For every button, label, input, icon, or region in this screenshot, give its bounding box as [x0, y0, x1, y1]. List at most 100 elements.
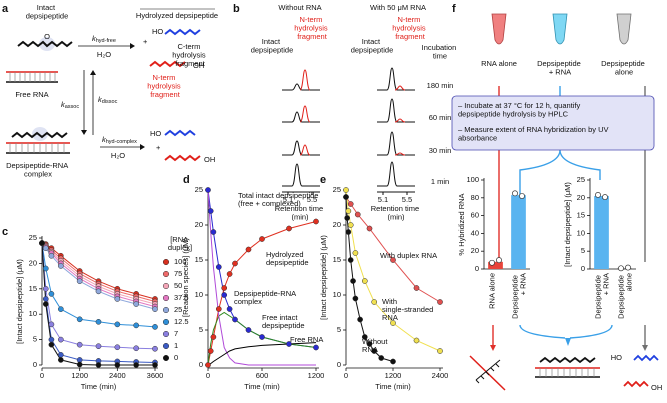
data-point — [152, 306, 158, 312]
text-line: fragment — [395, 32, 426, 41]
data-point — [345, 229, 352, 235]
data-point — [95, 318, 102, 325]
k-subscript: assoc — [65, 104, 80, 110]
series-label: Free intact depsipeptide — [262, 313, 305, 330]
y-tick-label: 5 — [581, 246, 585, 255]
text-line: + RNA — [601, 273, 610, 295]
y-tick-label: 0 — [337, 360, 341, 369]
text-line: fragment — [297, 32, 328, 41]
n-term-fragment — [164, 154, 201, 162]
label: Free RNA — [15, 90, 48, 99]
legend-marker — [162, 258, 170, 266]
legend-label: 75 — [174, 269, 182, 278]
bar — [617, 267, 632, 269]
legend-label: 100 — [174, 257, 187, 266]
text-line: depsipeptide hydrolysis by HPLC — [458, 109, 569, 118]
k-symbol: k — [98, 95, 103, 104]
data-point — [347, 222, 354, 228]
data-point — [286, 225, 292, 232]
k-subscript: hyd-free — [96, 38, 116, 44]
y-tick-label: 20 — [577, 193, 585, 202]
replicate-point — [489, 259, 495, 266]
bar — [488, 261, 503, 269]
arrowhead — [140, 144, 145, 150]
y-tick-label: 10 — [29, 309, 37, 318]
atom-label: OH — [193, 61, 204, 70]
text-line: Free intact — [262, 313, 300, 322]
tube-label: Depsipeptide alone — [601, 59, 647, 77]
rate-constant: kdissoc — [98, 95, 118, 105]
k-subscript: dissoc — [102, 99, 118, 105]
label: Intact depsipeptide — [26, 3, 69, 21]
annotation: N-term hydrolysis fragment — [392, 15, 427, 41]
data-point — [48, 291, 55, 297]
data-point — [76, 316, 83, 323]
series-line — [207, 189, 316, 366]
y-tick-label: 25 — [29, 233, 37, 242]
text-line: RNA — [362, 345, 378, 354]
y-axis-label: [Reaction species] (μM) — [181, 238, 190, 317]
axis — [207, 188, 319, 369]
water: H₂O — [111, 151, 125, 160]
x-tick-label: 1200 — [71, 371, 88, 380]
text-line: Retention time — [275, 204, 325, 213]
axis — [41, 236, 158, 369]
data-point — [210, 229, 217, 235]
data-point — [413, 285, 420, 291]
arrowhead — [81, 130, 87, 135]
bar — [511, 195, 526, 269]
text-line: (min) — [387, 212, 405, 221]
c-term-fragment — [164, 28, 201, 36]
data-point — [390, 320, 396, 326]
data-point — [207, 208, 214, 214]
data-point — [210, 334, 217, 340]
legend-marker — [162, 270, 170, 278]
label: C-term hydrolysis fragment — [172, 42, 207, 68]
data-point — [57, 306, 64, 312]
data-point — [347, 201, 354, 207]
y-tick-label: 0 — [581, 264, 585, 273]
label: N-term hydrolysis fragment — [147, 73, 182, 99]
k-symbol: k — [102, 135, 107, 144]
scheme-a — [6, 8, 215, 162]
y-tick-label: 20 — [471, 246, 479, 255]
atom-label: HO — [150, 129, 161, 138]
data-point — [361, 278, 368, 284]
legend-marker — [162, 330, 170, 338]
workflow-f — [451, 13, 659, 391]
data-point — [371, 299, 378, 305]
y-tick-label: 80 — [471, 193, 479, 202]
k-subscript: hyd-complex — [106, 139, 137, 145]
text-line: + RNA — [518, 273, 527, 295]
panel-label: c — [2, 226, 8, 238]
text-line: hydrolysis — [172, 50, 207, 59]
data-point — [390, 257, 396, 263]
atom-label: O — [44, 32, 50, 41]
text-line: Total intact depsipeptide — [238, 191, 321, 200]
data-point — [361, 334, 368, 340]
time-label: 1 min — [431, 177, 449, 186]
chromatograms — [282, 67, 415, 195]
protocol-step: – Measure extent of RNA hybridization by… — [458, 125, 611, 143]
y-tick-label: 5 — [33, 335, 37, 344]
data-point — [95, 343, 102, 350]
y-tick-label: 0 — [475, 264, 479, 273]
x-tick-label: 2400 — [109, 371, 126, 380]
legend-label: 12.5 — [174, 317, 189, 326]
panel-label: f — [452, 3, 456, 15]
series-label: Without RNA — [362, 337, 390, 354]
data-point — [57, 336, 64, 343]
data-point — [437, 348, 443, 354]
y-tick-label: 25 — [195, 185, 203, 194]
text-line: Depsipeptide — [510, 273, 519, 319]
text-line: Hydrolyzed — [266, 250, 306, 259]
replicate-point — [625, 264, 631, 271]
y-tick-label: 100 — [466, 175, 479, 184]
data-point — [215, 306, 222, 312]
replicate-point — [602, 194, 608, 201]
data-point — [347, 257, 354, 263]
y-tick-label: 10 — [577, 228, 585, 237]
data-point — [313, 344, 319, 351]
x-tick-label: 5.1 — [283, 195, 293, 204]
